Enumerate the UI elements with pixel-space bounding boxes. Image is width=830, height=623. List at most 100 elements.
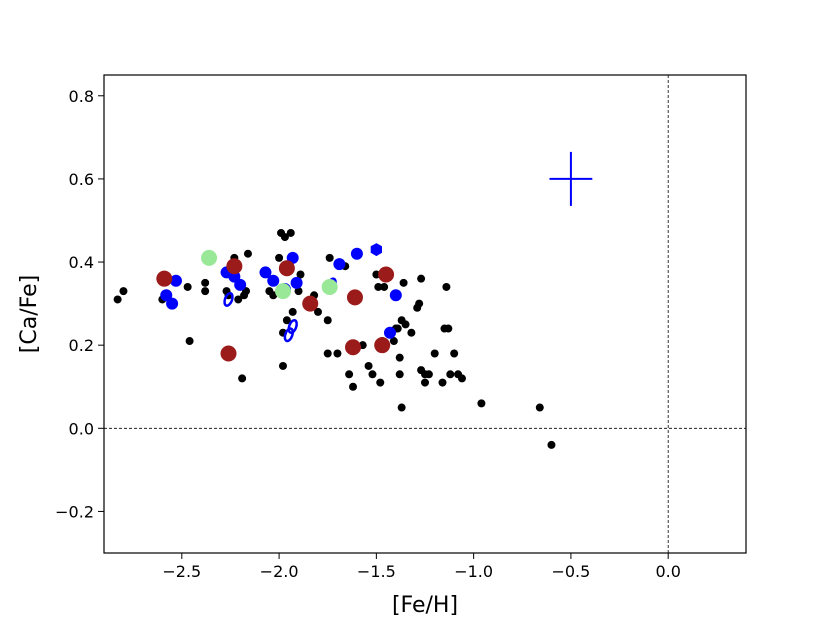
- data-points: [113, 228, 556, 449]
- x-tick-label: −1.5: [357, 562, 396, 581]
- data-point: [288, 307, 297, 316]
- y-tick-label: 0.0: [69, 419, 94, 438]
- data-point: [345, 370, 354, 379]
- data-point: [160, 289, 173, 302]
- data-point: [201, 287, 210, 296]
- data-point: [389, 289, 402, 302]
- plot-frame: [103, 74, 747, 554]
- data-point: [234, 295, 243, 304]
- x-axis-ticks: −2.5 −2.0 −1.5 −1.0 −0.5 0.0: [162, 553, 681, 581]
- data-point: [183, 282, 192, 291]
- data-point: [389, 337, 398, 346]
- data-point: [323, 349, 332, 358]
- data-point: [374, 282, 383, 291]
- data-point: [393, 324, 402, 333]
- data-point: [278, 260, 295, 277]
- data-point: [220, 345, 237, 362]
- data-point: [282, 316, 291, 325]
- data-point: [296, 270, 305, 279]
- data-point: [395, 353, 404, 362]
- data-point: [438, 378, 447, 387]
- data-point: [350, 247, 363, 260]
- data-point: [113, 295, 122, 304]
- data-point: [442, 282, 451, 291]
- data-point: [302, 295, 319, 312]
- data-point: [349, 382, 358, 391]
- error-bar: [549, 151, 593, 206]
- x-tick-label: 0.0: [655, 562, 680, 581]
- x-tick-label: −2.5: [162, 562, 201, 581]
- data-point: [346, 289, 363, 306]
- x-tick-label: −0.5: [551, 562, 590, 581]
- data-point: [421, 378, 429, 387]
- data-point: [294, 287, 303, 296]
- data-point: [185, 337, 194, 346]
- data-point: [368, 370, 377, 379]
- data-point: [333, 258, 346, 271]
- y-axis-label: [Ca/Fe]: [17, 275, 42, 353]
- data-point: [274, 283, 291, 300]
- data-point: [477, 399, 486, 408]
- data-point: [450, 349, 459, 358]
- data-point: [243, 249, 252, 258]
- y-tick-label: −0.2: [55, 502, 94, 521]
- y-tick-label: 0.6: [69, 170, 94, 189]
- data-point: [156, 270, 173, 287]
- reference-lines: [104, 75, 746, 553]
- data-point: [417, 274, 426, 283]
- data-point: [321, 278, 338, 295]
- data-point: [401, 320, 410, 329]
- data-point: [119, 287, 128, 296]
- data-point: [166, 297, 179, 310]
- data-point: [238, 374, 247, 383]
- data-point: [446, 370, 455, 379]
- data-point: [314, 307, 322, 316]
- data-point: [201, 249, 218, 266]
- data-point: [547, 440, 556, 449]
- data-point: [283, 327, 295, 343]
- x-axis-label: [Fe/H]: [392, 593, 458, 618]
- data-point: [399, 278, 408, 287]
- data-point: [267, 274, 280, 287]
- y-axis-ticks: −0.2 0.0 0.2 0.4 0.6 0.8: [55, 87, 104, 521]
- data-point: [333, 349, 342, 358]
- data-point: [415, 299, 424, 308]
- data-point: [383, 326, 396, 339]
- x-tick-label: −2.0: [260, 562, 299, 581]
- data-point: [278, 361, 287, 370]
- data-point: [287, 318, 298, 334]
- data-point: [223, 291, 234, 307]
- data-point: [430, 349, 439, 358]
- y-tick-label: 0.2: [69, 336, 94, 355]
- data-point: [457, 374, 466, 383]
- data-point: [275, 253, 284, 262]
- data-point: [280, 233, 289, 242]
- y-tick-label: 0.8: [69, 87, 94, 106]
- data-point: [234, 278, 247, 291]
- data-point: [444, 324, 453, 333]
- data-point: [364, 361, 373, 370]
- data-point: [269, 291, 278, 300]
- data-point: [201, 278, 210, 287]
- data-point: [424, 370, 433, 379]
- data-point: [378, 266, 395, 283]
- data-point: [226, 258, 243, 275]
- data-point: [407, 328, 416, 337]
- data-point: [286, 228, 295, 237]
- y-tick-label: 0.4: [69, 253, 94, 272]
- data-point: [323, 316, 332, 325]
- data-point: [380, 282, 389, 291]
- data-point: [259, 266, 272, 279]
- data-point: [169, 274, 182, 287]
- data-point: [345, 339, 362, 356]
- data-point: [376, 378, 385, 387]
- data-point: [290, 276, 303, 289]
- data-point: [325, 253, 334, 262]
- data-point: [397, 403, 406, 412]
- data-point: [395, 370, 404, 379]
- data-point: [535, 403, 544, 412]
- data-point: [374, 337, 391, 354]
- x-tick-label: −1.0: [454, 562, 493, 581]
- data-point: [370, 243, 382, 257]
